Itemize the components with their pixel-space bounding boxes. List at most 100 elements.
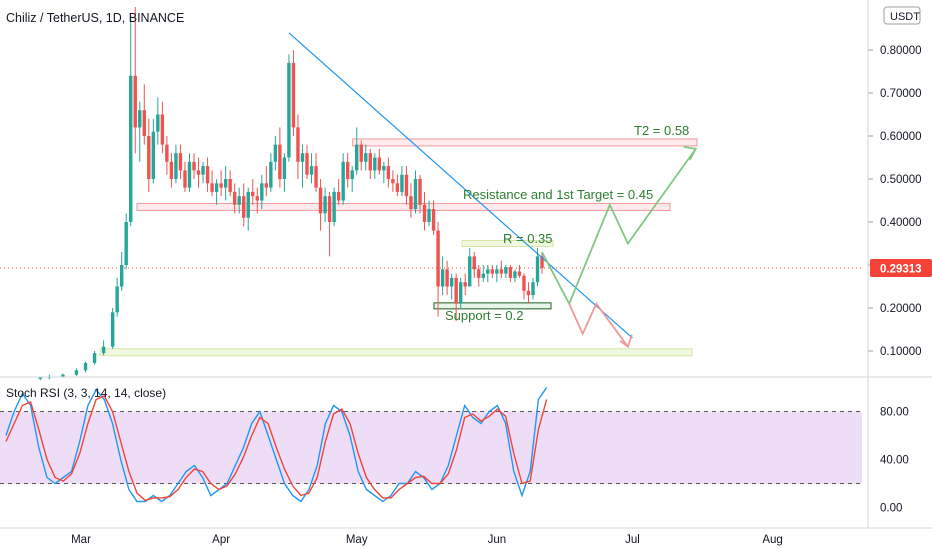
x-tick-label: Apr <box>212 534 230 546</box>
candle-body <box>318 187 323 214</box>
t2-label: T2 = 0.58 <box>634 123 689 138</box>
candle-body <box>228 179 232 192</box>
candle-body <box>355 144 359 171</box>
x-tick-label: Jun <box>488 534 507 546</box>
candle-body <box>119 265 124 287</box>
candle-body <box>368 153 372 171</box>
candle-body <box>517 271 522 276</box>
candle-body <box>309 166 314 175</box>
candle-body <box>156 114 160 132</box>
candle-body <box>278 144 282 179</box>
support-label: Support = 0.2 <box>445 308 523 323</box>
candle-body <box>481 273 485 278</box>
candle-body <box>305 153 309 175</box>
candle-body <box>142 110 146 136</box>
candle-body <box>115 286 119 313</box>
candle-body <box>169 161 174 179</box>
candle-body <box>486 269 490 274</box>
candle-body <box>133 75 137 128</box>
candle-body <box>531 282 535 296</box>
candle-body <box>350 170 354 179</box>
x-tick-label: May <box>346 534 368 546</box>
candle-body <box>454 277 458 304</box>
stoch-rsi-title: Stoch RSI (3, 3, 14, 14, close) <box>6 386 166 400</box>
candle-body <box>377 157 382 171</box>
candle-body <box>373 157 377 171</box>
candle-body <box>196 170 201 175</box>
candle-body <box>359 144 363 162</box>
candle-body <box>291 62 296 128</box>
candle-body <box>386 166 391 179</box>
candle-body <box>151 131 156 179</box>
r-label: R = 0.35 <box>503 231 553 246</box>
candle-body <box>345 161 350 179</box>
rsi-tick-label: 0.00 <box>880 503 902 515</box>
candle-body <box>395 183 400 192</box>
y-tick-label: 0.40000 <box>880 217 922 229</box>
resistance-band <box>136 202 671 211</box>
rsi-tick-label: 80.00 <box>880 407 909 419</box>
candle-body <box>237 196 241 205</box>
stoch-k-line <box>5 387 548 503</box>
candle-body <box>201 166 205 175</box>
candle-body <box>490 269 495 274</box>
candle-body <box>178 153 183 171</box>
candle-body <box>300 153 305 162</box>
candle-body <box>522 275 526 291</box>
candle-body <box>314 166 318 188</box>
currency-label: USDT <box>890 11 920 23</box>
last-price-badge <box>870 258 932 277</box>
chart-title: Chiliz / TetherUS, 1D, BINANCE <box>6 11 184 25</box>
candle-body <box>436 230 440 287</box>
support-band <box>433 302 552 310</box>
candle-body <box>400 174 404 192</box>
candle-body <box>38 377 43 379</box>
candle-body <box>269 161 273 188</box>
candle-body <box>187 161 192 188</box>
x-tick-label: Aug <box>762 534 782 546</box>
candle-body <box>101 346 106 354</box>
currency-badge[interactable]: USDT <box>883 6 921 25</box>
x-tick-label: Jul <box>625 534 640 546</box>
candle-body <box>273 144 278 162</box>
candle-body <box>110 312 115 347</box>
candle-body <box>404 174 409 197</box>
candle-body <box>495 269 499 274</box>
candle-body <box>282 157 287 179</box>
candle-body <box>174 153 178 179</box>
candle-body <box>504 267 508 274</box>
candle-body <box>223 179 228 188</box>
candle-body <box>192 161 196 171</box>
candle-body <box>323 196 327 214</box>
candle-body <box>440 269 445 287</box>
candle-body <box>445 269 449 287</box>
stoch-d-line <box>5 394 548 502</box>
candle-body <box>232 191 237 205</box>
candle-body <box>540 256 544 269</box>
candle-body <box>499 269 504 274</box>
candle-body <box>477 269 481 278</box>
candle-body <box>449 277 454 287</box>
resistance-label: Resistance and 1st Target = 0.45 <box>463 187 653 202</box>
bottom-level-band <box>99 348 693 357</box>
candle-body <box>332 191 336 222</box>
candle-body <box>513 271 517 278</box>
y-tick-label: 0.50000 <box>880 174 922 186</box>
candle-body <box>418 179 422 205</box>
candle-body <box>409 196 413 210</box>
candle-body <box>242 196 246 218</box>
candle-body <box>264 183 269 188</box>
candle-body <box>463 282 467 287</box>
level-bands <box>0 138 862 357</box>
candle-body <box>458 282 463 304</box>
candle-body <box>74 370 79 375</box>
candle-body <box>382 166 386 171</box>
candle-body <box>210 183 214 192</box>
candle-body <box>92 353 97 364</box>
r-level-band <box>461 240 554 247</box>
candle-body <box>251 191 255 197</box>
candle-body <box>526 290 531 296</box>
candle-body <box>246 191 250 218</box>
stoch-band-fill <box>0 411 862 484</box>
